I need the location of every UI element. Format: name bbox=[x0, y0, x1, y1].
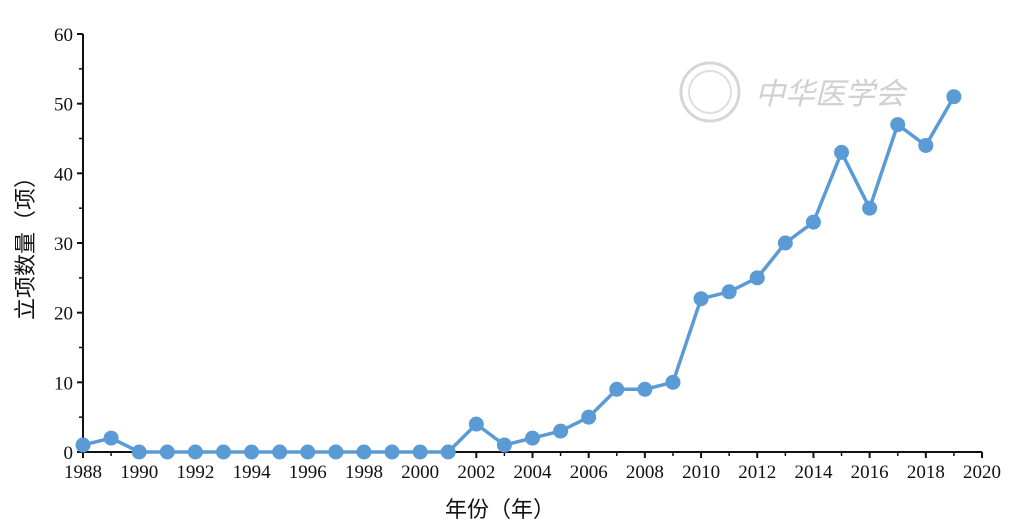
x-tick-label: 2014 bbox=[794, 462, 833, 483]
watermark: 中华医学会 bbox=[679, 61, 908, 123]
data-point bbox=[693, 291, 709, 307]
x-tick-label: 1994 bbox=[233, 462, 272, 483]
data-point bbox=[103, 430, 119, 446]
data-point bbox=[609, 381, 625, 397]
x-tick-label: 2016 bbox=[851, 462, 889, 483]
data-point bbox=[721, 284, 737, 300]
data-point bbox=[496, 437, 512, 453]
x-tick-label: 2006 bbox=[570, 462, 608, 483]
data-point bbox=[637, 381, 653, 397]
x-tick-label: 2000 bbox=[401, 462, 439, 483]
data-point bbox=[356, 444, 372, 460]
x-axis-title: 年份（年） bbox=[445, 498, 555, 523]
x-tick-label: 2008 bbox=[626, 462, 664, 483]
y-tick-label: 0 bbox=[64, 443, 74, 464]
data-point bbox=[749, 270, 765, 286]
x-tick-label: 1990 bbox=[120, 462, 158, 483]
data-point bbox=[384, 444, 400, 460]
data-point bbox=[665, 374, 681, 390]
x-tick-label: 2010 bbox=[682, 462, 720, 483]
x-tick-label: 1998 bbox=[345, 462, 383, 483]
watermark-seal-icon bbox=[679, 61, 741, 123]
x-tick-label: 2004 bbox=[514, 462, 553, 483]
data-point bbox=[581, 409, 597, 425]
series-line bbox=[82, 95, 956, 454]
data-point bbox=[75, 437, 91, 453]
data-point bbox=[244, 444, 260, 460]
series-layer bbox=[75, 89, 962, 460]
data-point bbox=[918, 137, 934, 153]
x-tick-label: 2002 bbox=[457, 462, 495, 483]
data-point bbox=[553, 423, 569, 439]
y-tick-label: 10 bbox=[54, 373, 73, 394]
data-point bbox=[159, 444, 175, 460]
data-point bbox=[946, 89, 962, 105]
data-point bbox=[805, 214, 821, 230]
y-axis-ticks: 0 10 20 30 40 50 60 bbox=[54, 25, 83, 464]
y-tick-label: 60 bbox=[54, 25, 73, 46]
y-tick-label: 50 bbox=[54, 95, 73, 116]
data-point bbox=[862, 200, 878, 216]
x-tick-label: 2020 bbox=[963, 462, 1001, 483]
data-point bbox=[412, 444, 428, 460]
y-tick-label: 20 bbox=[54, 304, 73, 325]
data-point bbox=[777, 235, 793, 251]
y-tick-label: 30 bbox=[54, 234, 73, 255]
x-tick-label: 1996 bbox=[289, 462, 327, 483]
data-point bbox=[468, 416, 484, 432]
x-tick-label: 2018 bbox=[907, 462, 945, 483]
x-tick-label: 2012 bbox=[738, 462, 776, 483]
data-point bbox=[272, 444, 288, 460]
x-axis-ticks: 1988 1990 1992 1994 1996 1998 2000 2002 2004 2006… bbox=[64, 452, 1001, 483]
data-point bbox=[215, 444, 231, 460]
data-point bbox=[525, 430, 540, 446]
data-point bbox=[187, 444, 203, 460]
x-tick-label: 1992 bbox=[176, 462, 214, 483]
data-point bbox=[440, 444, 456, 460]
data-point bbox=[890, 117, 906, 133]
data-point bbox=[328, 444, 344, 460]
y-tick-label: 40 bbox=[54, 164, 73, 185]
x-tick-label: 1988 bbox=[64, 462, 102, 483]
data-point bbox=[834, 144, 850, 160]
data-point bbox=[300, 444, 316, 460]
data-point bbox=[131, 444, 147, 460]
watermark-text: 中华医学会 bbox=[755, 77, 908, 112]
y-axis-title: 立项数量（项） bbox=[14, 166, 39, 320]
